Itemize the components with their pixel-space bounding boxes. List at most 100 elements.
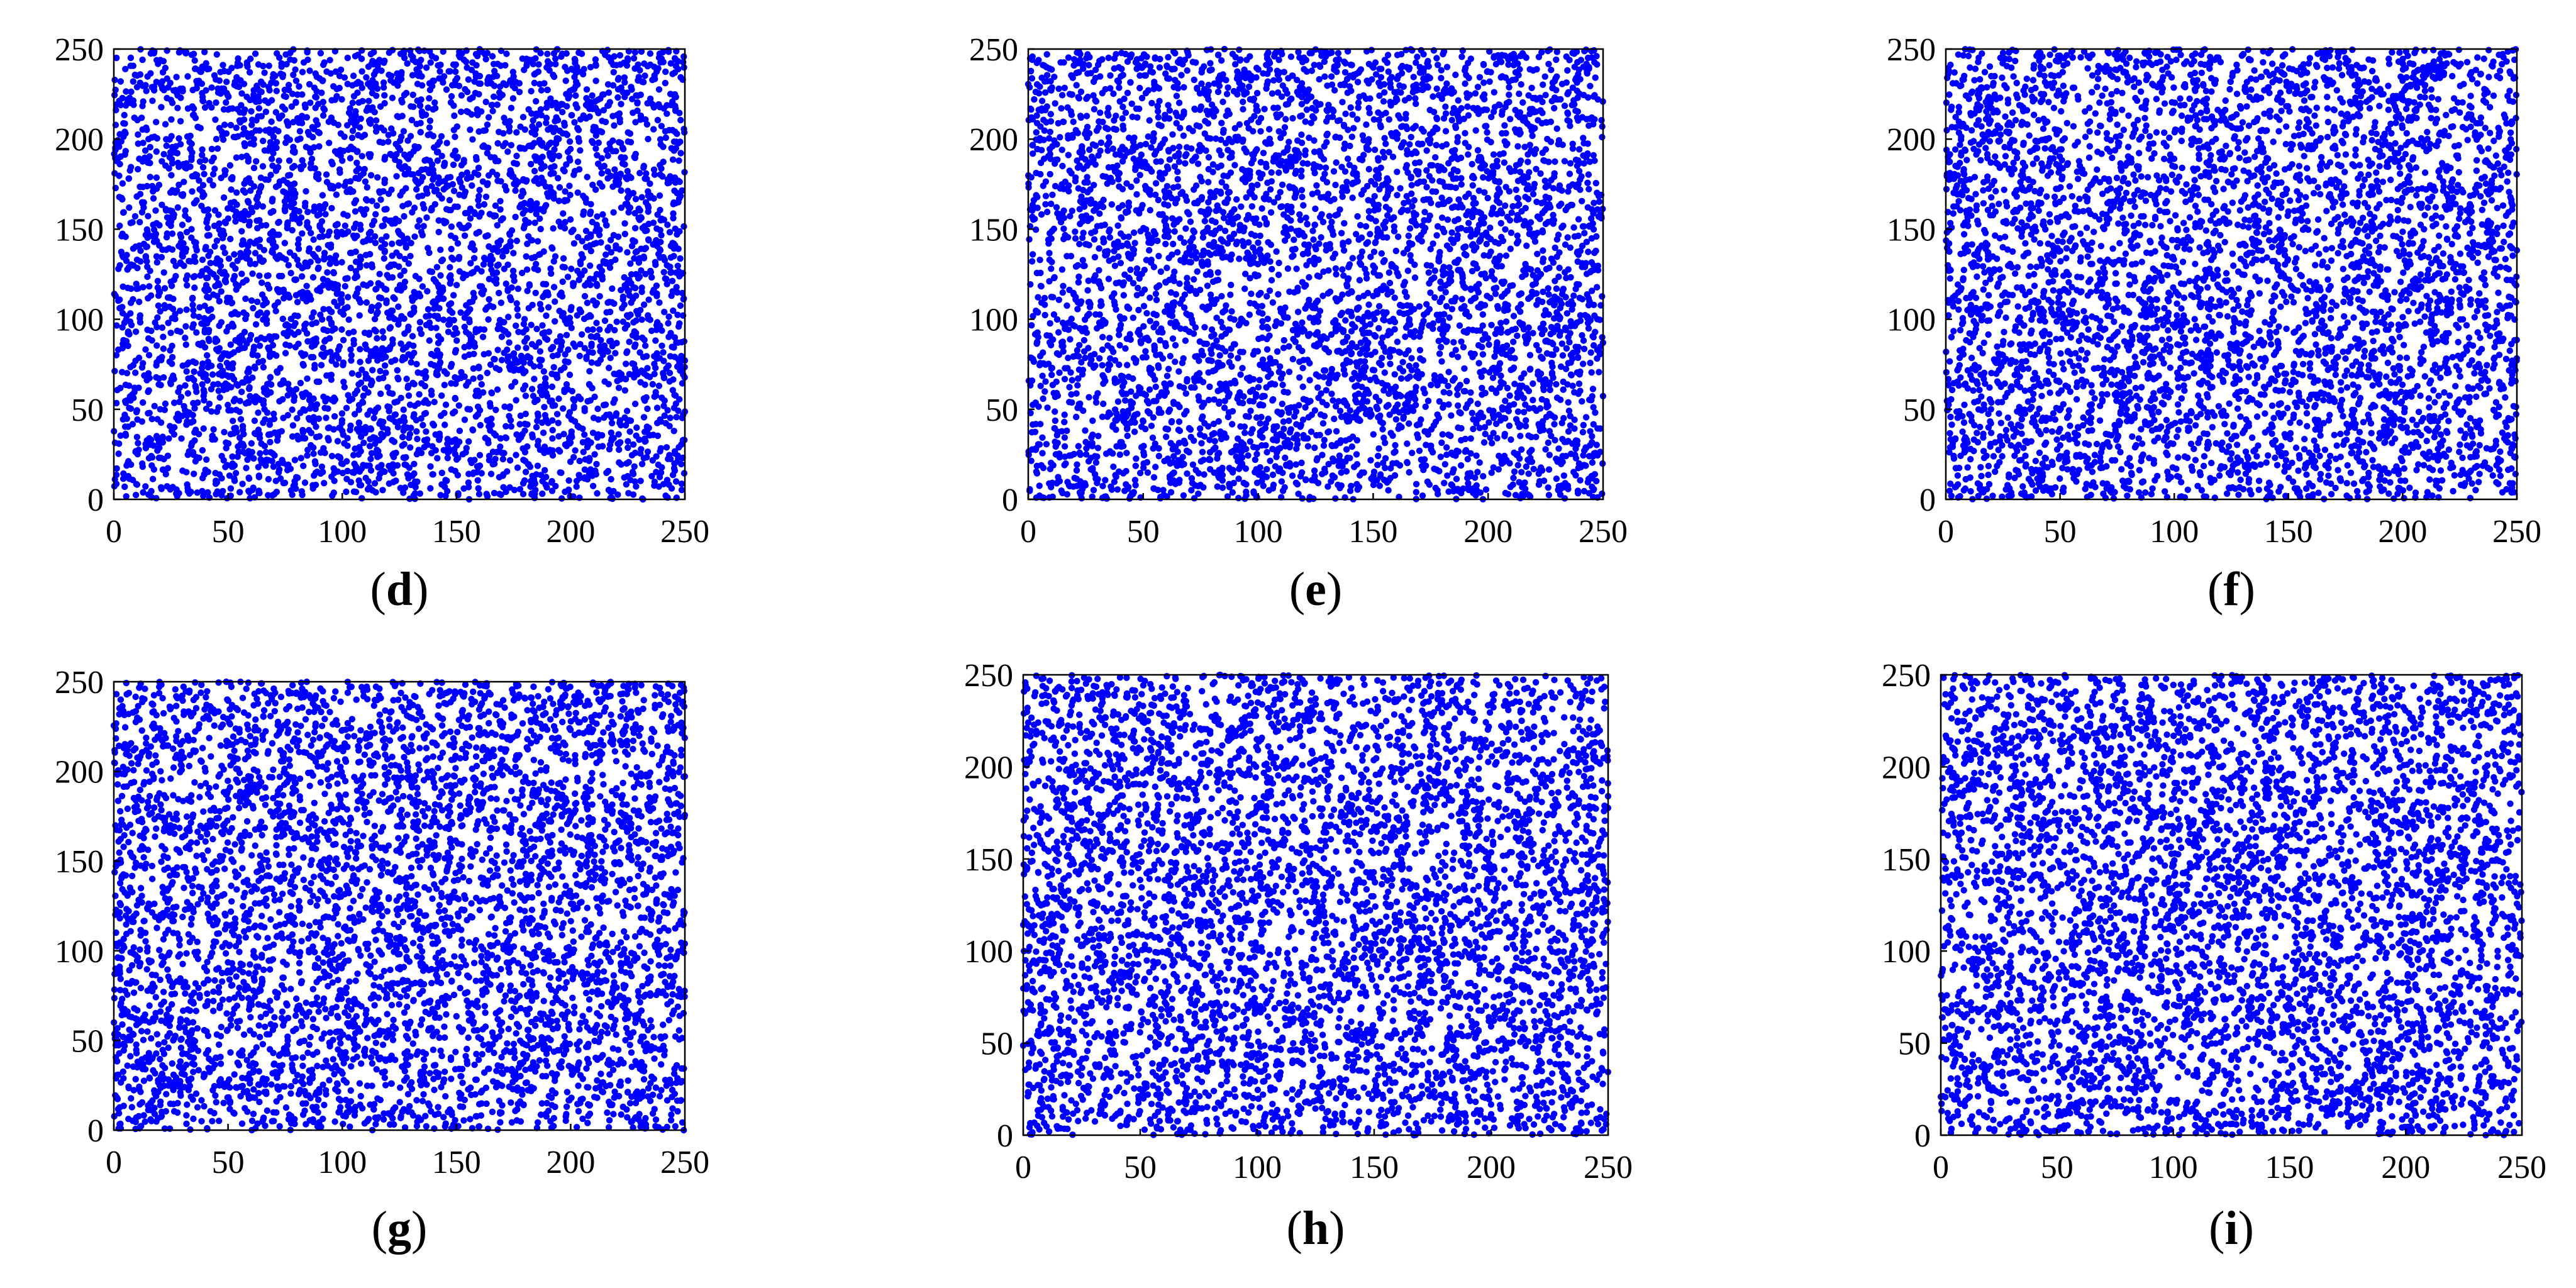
panel-d-point bbox=[499, 92, 506, 98]
panel-d-point bbox=[674, 414, 680, 420]
panel-d-point bbox=[547, 265, 553, 272]
panel-d-point bbox=[651, 371, 657, 377]
panel-d-point bbox=[210, 426, 216, 433]
panel-d-point bbox=[367, 348, 374, 355]
panel-d-point bbox=[197, 272, 203, 279]
panel-d-point bbox=[552, 318, 558, 325]
panel-d-point bbox=[650, 126, 657, 132]
panel-d-point bbox=[445, 68, 452, 74]
panel-d-point bbox=[238, 270, 245, 277]
panel-d-point bbox=[658, 328, 665, 334]
panel-d-point bbox=[500, 456, 506, 462]
panel-d-point bbox=[206, 327, 212, 333]
panel-d-point bbox=[380, 375, 386, 381]
panel-d-point bbox=[448, 207, 454, 213]
panel-d-point bbox=[577, 147, 583, 153]
panel-d-point bbox=[515, 179, 521, 185]
panel-d-point bbox=[329, 453, 335, 459]
panel-d-point bbox=[140, 140, 146, 146]
panel-d-point bbox=[569, 434, 575, 440]
panel-d-point bbox=[381, 206, 387, 213]
panel-d-point bbox=[411, 470, 417, 477]
panel-d-point bbox=[448, 233, 454, 239]
panel-d-point bbox=[243, 465, 249, 471]
panel-d-point bbox=[140, 98, 147, 104]
panel-d-point bbox=[419, 283, 426, 289]
panel-d-point bbox=[322, 398, 328, 404]
panel-d-point bbox=[391, 79, 397, 86]
panel-d-point bbox=[453, 347, 459, 353]
panel-d-point bbox=[450, 152, 456, 158]
panel-d-point bbox=[292, 313, 298, 319]
panel-d-point bbox=[135, 131, 141, 138]
panel-d-point bbox=[146, 387, 152, 394]
panel-d-point bbox=[189, 296, 196, 302]
panel-d-point bbox=[448, 380, 454, 386]
panel-d-point bbox=[133, 328, 139, 335]
panel-d-point bbox=[550, 402, 556, 409]
panel-d-point bbox=[455, 376, 461, 382]
panel-d-point bbox=[644, 423, 650, 430]
panel-d-point bbox=[581, 431, 587, 438]
panel-d-point bbox=[118, 153, 124, 160]
panel-d-point bbox=[262, 147, 268, 153]
panel-d-point bbox=[300, 430, 306, 436]
panel-d-point bbox=[269, 162, 275, 169]
panel-d-point bbox=[250, 455, 257, 462]
panel-d-point bbox=[438, 295, 444, 301]
panel-d-point bbox=[377, 139, 383, 145]
panel-d-point bbox=[123, 148, 129, 154]
panel-d-point bbox=[551, 364, 557, 370]
panel-d-point bbox=[419, 201, 426, 208]
panel-d-point bbox=[415, 193, 421, 199]
panel-d-point bbox=[667, 229, 673, 235]
panel-d-point bbox=[380, 335, 386, 341]
panel-d-point bbox=[389, 95, 396, 101]
panel-d-point bbox=[680, 126, 687, 132]
panel-d-point bbox=[464, 89, 470, 95]
panel-d-point bbox=[645, 136, 651, 142]
panel-d-point bbox=[227, 162, 233, 169]
panel-d-point bbox=[441, 484, 448, 490]
panel-d-point bbox=[614, 378, 620, 384]
panel-d-point bbox=[594, 300, 600, 306]
panel-d-point bbox=[377, 189, 383, 196]
panel-d-point bbox=[357, 358, 363, 365]
panel-d-point bbox=[513, 323, 519, 329]
panel-d-point bbox=[441, 220, 448, 226]
panel-d-point bbox=[193, 197, 199, 203]
panel-d-point bbox=[358, 426, 364, 432]
panel-d-point bbox=[193, 389, 199, 395]
panel-d-point bbox=[367, 153, 373, 160]
panel-d-point bbox=[384, 384, 391, 391]
panel-d-point bbox=[150, 476, 156, 482]
panel-d-point bbox=[197, 158, 203, 165]
panel-d-point bbox=[644, 372, 650, 379]
panel-d-point bbox=[589, 350, 596, 356]
panel-d-point bbox=[627, 311, 633, 318]
panel-d-point bbox=[358, 495, 365, 501]
panel-d-point bbox=[354, 387, 360, 394]
panel-d-point bbox=[380, 223, 387, 229]
panel-d-point bbox=[520, 190, 526, 196]
panel-d-point bbox=[572, 447, 578, 453]
panel-d-point bbox=[642, 116, 648, 123]
panel-d-point bbox=[545, 87, 551, 93]
panel-d-point bbox=[204, 352, 210, 358]
panel-d-point bbox=[357, 226, 364, 233]
panel-d-point bbox=[552, 298, 558, 304]
panel-d-point bbox=[395, 321, 401, 328]
panel-d-point bbox=[641, 414, 647, 420]
panel-d-point bbox=[147, 268, 153, 274]
panel-d-point bbox=[255, 113, 261, 119]
panel-d-point bbox=[135, 447, 142, 453]
panel-d-point bbox=[443, 401, 449, 408]
panel-d-point bbox=[230, 206, 236, 212]
panel-d-point bbox=[331, 489, 337, 496]
panel-d-point bbox=[275, 164, 281, 170]
panel-d-point bbox=[461, 344, 467, 350]
panel-d-point bbox=[475, 193, 482, 199]
panel-d-point bbox=[644, 365, 650, 371]
panel-d-point bbox=[528, 237, 534, 243]
panel-d-point bbox=[363, 475, 369, 481]
